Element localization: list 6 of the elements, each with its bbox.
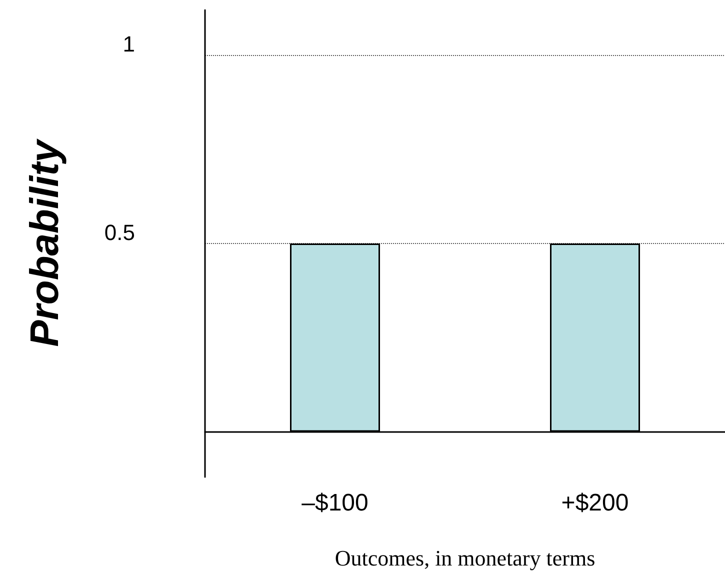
y-axis-title: Probability — [23, 138, 67, 347]
x-axis-title: Outcomes, in monetary terms — [334, 546, 596, 570]
x-tick-label: –$100 — [302, 490, 368, 516]
x-tick-label: +$200 — [561, 490, 629, 516]
y-tick-label: 0.5 — [104, 220, 135, 245]
y-tick-label: 1 — [122, 32, 135, 57]
